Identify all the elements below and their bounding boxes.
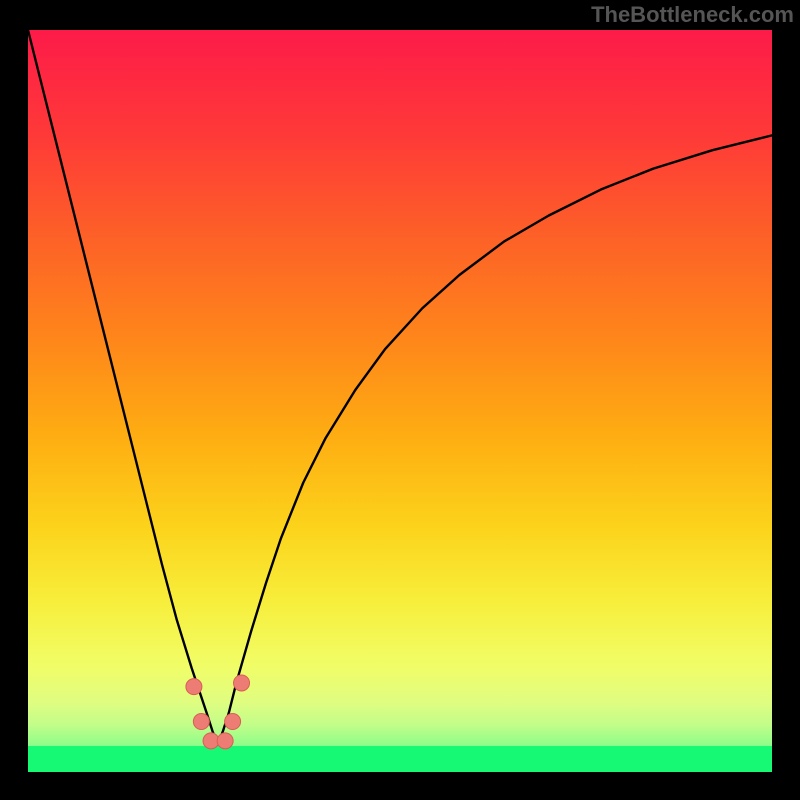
attribution-text: TheBottleneck.com bbox=[591, 2, 794, 28]
curve-marker bbox=[225, 714, 241, 730]
plot-gradient bbox=[28, 30, 772, 772]
bottom-green-bar bbox=[28, 746, 772, 772]
curve-marker bbox=[217, 733, 233, 749]
curve-marker bbox=[234, 675, 250, 691]
chart-stage: TheBottleneck.com bbox=[0, 0, 800, 800]
curve-marker bbox=[193, 714, 209, 730]
chart-svg bbox=[0, 0, 800, 800]
curve-marker bbox=[203, 733, 219, 749]
curve-marker bbox=[186, 679, 202, 695]
